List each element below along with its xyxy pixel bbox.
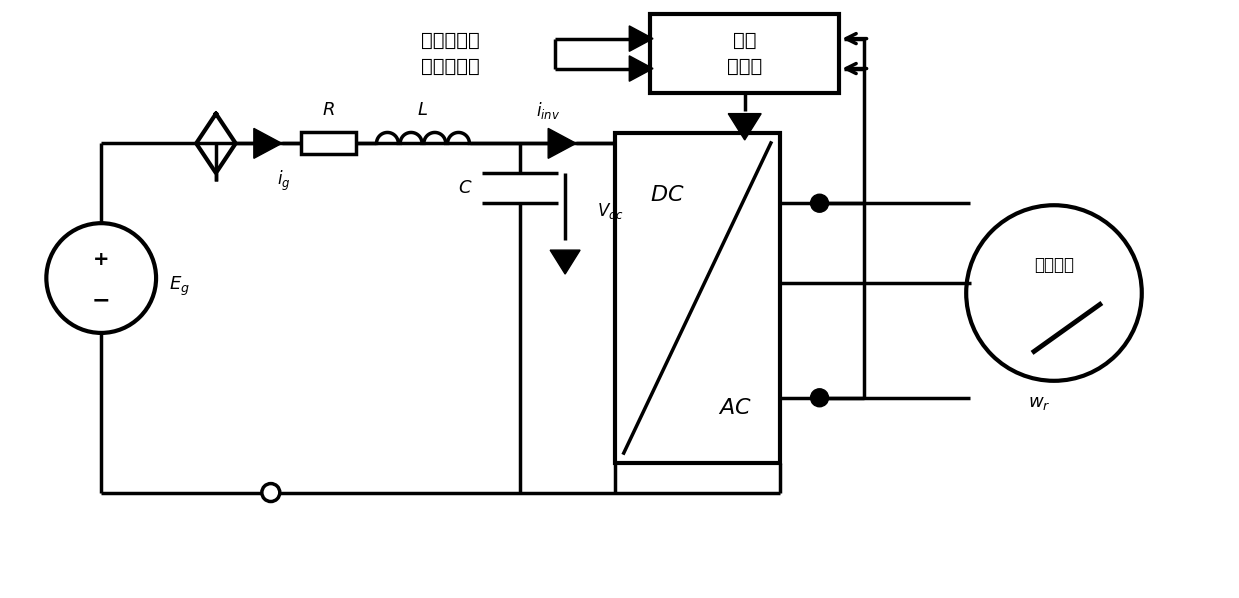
Text: $L$: $L$	[418, 102, 429, 120]
Text: −: −	[92, 290, 110, 310]
Polygon shape	[548, 129, 576, 158]
Text: $i_g$: $i_g$	[278, 169, 291, 193]
Polygon shape	[550, 250, 580, 274]
Text: $w_r$: $w_r$	[1027, 393, 1051, 412]
Polygon shape	[629, 26, 653, 51]
Text: 速度与转矩
给定参考值: 速度与转矩 给定参考值	[421, 31, 479, 77]
Bar	[650, 14, 840, 93]
Polygon shape	[729, 114, 761, 140]
Polygon shape	[254, 129, 281, 158]
Text: 电流
控制环: 电流 控制环	[727, 31, 762, 77]
Text: $V_{dc}$: $V_{dc}$	[596, 201, 623, 221]
Text: $AC$: $AC$	[717, 398, 752, 418]
Text: 异步电机: 异步电机	[1035, 256, 1074, 274]
Bar	[615, 133, 779, 463]
Polygon shape	[629, 56, 653, 81]
Text: $DC$: $DC$	[649, 185, 684, 205]
Text: $C$: $C$	[458, 179, 472, 197]
Text: $i_{inv}$: $i_{inv}$	[536, 100, 560, 121]
Text: +: +	[93, 249, 109, 269]
Circle shape	[810, 194, 829, 212]
Text: $E_g$: $E_g$	[169, 274, 190, 298]
Circle shape	[810, 389, 829, 407]
Text: $R$: $R$	[322, 102, 335, 120]
Bar	[301, 132, 356, 154]
